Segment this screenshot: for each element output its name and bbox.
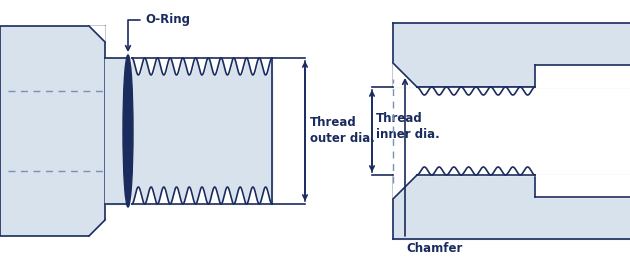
Polygon shape — [393, 23, 630, 87]
Polygon shape — [105, 58, 128, 204]
Polygon shape — [89, 220, 105, 236]
Polygon shape — [393, 175, 417, 199]
Polygon shape — [132, 58, 272, 204]
Text: Thread
outer dia.: Thread outer dia. — [310, 117, 375, 145]
Polygon shape — [132, 75, 272, 187]
Text: Thread
inner dia.: Thread inner dia. — [376, 112, 440, 140]
Text: O-Ring: O-Ring — [125, 14, 190, 50]
Polygon shape — [393, 175, 417, 199]
Polygon shape — [535, 65, 630, 87]
Polygon shape — [89, 26, 105, 42]
Polygon shape — [535, 175, 630, 197]
Polygon shape — [393, 175, 630, 239]
Ellipse shape — [123, 55, 133, 207]
Polygon shape — [393, 63, 417, 87]
Polygon shape — [393, 63, 417, 87]
Text: Chamfer: Chamfer — [403, 80, 463, 254]
FancyBboxPatch shape — [0, 26, 105, 236]
